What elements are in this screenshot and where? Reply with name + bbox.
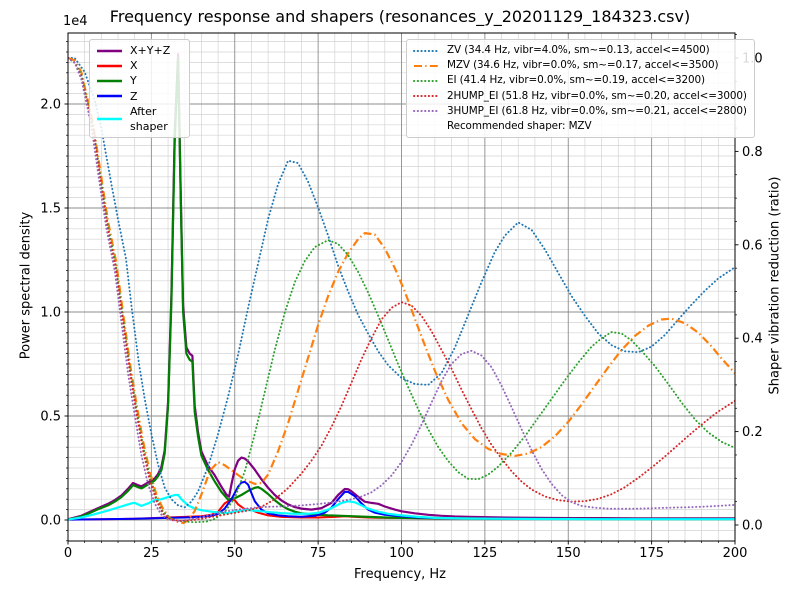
legend-shapers-label: 3HUMP_EI (61.8 Hz, vibr=0.0%, sm~=0.21, … xyxy=(447,104,747,117)
legend-psd-item: X xyxy=(96,58,182,73)
x-tick-label: 50 xyxy=(226,546,243,561)
legend-shapers-label: MZV (34.6 Hz, vibr=0.0%, sm~=0.17, accel… xyxy=(447,59,719,72)
x-tick-label: 25 xyxy=(143,546,160,561)
series-ei xyxy=(68,57,735,524)
legend-psd-label: After shaper xyxy=(130,104,168,134)
series-2hump-ei xyxy=(68,57,735,522)
y-axis-label-left: Power spectral density xyxy=(18,211,34,360)
legend-shapers-item: MZV (34.6 Hz, vibr=0.0%, sm~=0.17, accel… xyxy=(413,58,747,73)
series-mzv xyxy=(68,56,735,525)
x-tick-label: 200 xyxy=(723,546,748,561)
series-after-shaper xyxy=(68,493,735,521)
x-tick-label: 0 xyxy=(64,546,72,561)
legend-shapers: ZV (34.4 Hz, vibr=4.0%, sm~=0.13, accel<… xyxy=(406,39,755,139)
series-y xyxy=(68,57,735,521)
y-right-tick-label: 0.2 xyxy=(742,425,763,440)
legend-shapers-label: 2HUMP_EI (51.8 Hz, vibr=0.0%, sm~=0.20, … xyxy=(447,89,747,102)
legend-psd-label: X xyxy=(130,59,138,73)
y-right-tick-label: 0.8 xyxy=(742,145,763,160)
legend-note-row: Recommended shaper: MZV xyxy=(413,119,747,134)
series-zv xyxy=(68,57,735,509)
x-axis-label: Frequency, Hz xyxy=(353,567,447,582)
y-right-tick-label: 0.0 xyxy=(742,519,763,534)
legend-psd-item: After shaper xyxy=(96,104,182,134)
legend-dotted-sample xyxy=(413,80,440,82)
legend-line-sample xyxy=(97,79,122,83)
legend-psd-item: Z xyxy=(96,89,182,104)
y-right-tick-label: 0.6 xyxy=(742,238,763,253)
y-axis-label-right: Shaper vibration reduction (ratio) xyxy=(767,176,783,395)
legend-psd: X+Y+Z X Y Z After shaper xyxy=(89,39,190,139)
x-tick-label: 150 xyxy=(556,546,581,561)
legend-psd-item: Y xyxy=(96,73,182,88)
chart-title: Frequency response and shapers (resonanc… xyxy=(109,7,691,26)
legend-dotted-sample xyxy=(413,95,440,98)
legend-dashdot-sample xyxy=(414,64,439,67)
x-tick-label: 125 xyxy=(472,546,497,561)
x-tick-label: 100 xyxy=(389,546,414,561)
legend-shapers-item: 3HUMP_EI (61.8 Hz, vibr=0.0%, sm~=0.21, … xyxy=(413,104,747,119)
legend-note-spacer xyxy=(413,121,440,133)
y-left-tick-label: 1.0 xyxy=(40,306,61,321)
y-axis-offset-text: 1e4 xyxy=(63,14,88,29)
legend-line-sample xyxy=(97,49,122,52)
legend-shapers-item: ZV (34.4 Hz, vibr=4.0%, sm~=0.13, accel<… xyxy=(413,43,747,58)
legend-line-sample xyxy=(97,64,122,67)
legend-psd-label: X+Y+Z xyxy=(130,44,171,57)
legend-shapers-item: EI (41.4 Hz, vibr=0.0%, sm~=0.19, accel<… xyxy=(413,73,747,88)
y-left-tick-label: 0.0 xyxy=(40,514,61,529)
y-left-tick-label: 0.5 xyxy=(40,410,61,425)
legend-line-sample xyxy=(97,117,122,121)
recommended-shaper-note: Recommended shaper: MZV xyxy=(447,120,592,133)
series-x-y-z xyxy=(68,53,735,521)
legend-dotted-sample xyxy=(413,110,440,113)
x-tick-label: 175 xyxy=(639,546,664,561)
y-left-tick-label: 2.0 xyxy=(40,98,61,113)
legend-psd-item: X+Y+Z xyxy=(96,43,182,58)
series-3hump-ei xyxy=(68,57,735,522)
legend-shapers-item: 2HUMP_EI (51.8 Hz, vibr=0.0%, sm~=0.20, … xyxy=(413,89,747,104)
legend-psd-label: Y xyxy=(130,74,137,88)
legend-shapers-label: EI (41.4 Hz, vibr=0.0%, sm~=0.19, accel<… xyxy=(447,74,705,87)
x-tick-label: 75 xyxy=(310,546,327,561)
legend-dotted-sample xyxy=(413,49,440,52)
legend-psd-label: Z xyxy=(130,89,138,103)
legend-line-sample xyxy=(97,95,122,98)
legend-shapers-label: ZV (34.4 Hz, vibr=4.0%, sm~=0.13, accel<… xyxy=(447,44,710,56)
y-left-tick-label: 1.5 xyxy=(40,202,61,217)
y-right-tick-label: 0.4 xyxy=(742,332,763,347)
